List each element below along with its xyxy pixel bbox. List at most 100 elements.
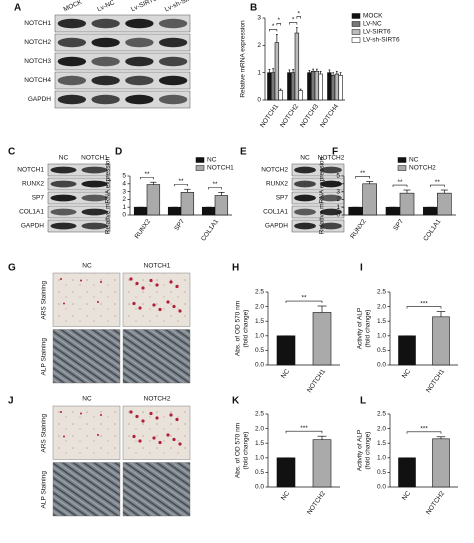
significance-bracket xyxy=(285,300,323,304)
bar xyxy=(348,206,363,216)
legend-swatch xyxy=(195,165,205,171)
bar xyxy=(330,75,336,101)
bar xyxy=(307,72,312,101)
bar xyxy=(310,71,316,101)
y-axis-label: (fold change) xyxy=(365,432,372,470)
row-label: SP7 xyxy=(32,195,45,202)
legend-label: MOCK xyxy=(363,13,383,20)
legend-label: NC xyxy=(207,157,217,164)
panel-letter: I xyxy=(360,263,363,274)
panel-letter: E xyxy=(240,147,247,158)
legend-swatch xyxy=(351,29,361,35)
mineral-nodule xyxy=(169,413,173,417)
blot-band xyxy=(158,37,188,48)
significance-label: ** xyxy=(360,170,366,177)
row-label: NOTCH4 xyxy=(24,77,51,84)
significance-label: ** xyxy=(212,181,218,188)
blot-strip xyxy=(54,52,191,71)
column-label: NOTCH2 xyxy=(144,396,171,403)
y-tick-label: 2 xyxy=(336,196,340,203)
y-tick-label: 1.5 xyxy=(377,440,386,447)
x-tick-label: NC xyxy=(280,368,291,380)
legend-label: NOTCH2 xyxy=(409,165,436,172)
bar xyxy=(214,195,229,216)
mineral-nodule xyxy=(175,417,179,422)
bar xyxy=(276,335,296,366)
y-tick-label: 0.0 xyxy=(377,362,386,369)
y-tick-label: 4 xyxy=(336,181,340,188)
y-tick-label: 2 xyxy=(122,196,126,203)
panel-letter: A xyxy=(14,3,21,14)
mineral-nodule xyxy=(63,302,65,305)
blot-band xyxy=(50,194,77,202)
significance-bracket xyxy=(276,23,281,26)
legend-label: NC xyxy=(409,157,419,164)
mineral-nodule xyxy=(80,279,82,282)
column-label: Lv-NC xyxy=(96,0,116,13)
blot-band xyxy=(91,56,120,67)
x-tick-label: NC xyxy=(280,490,291,502)
column-label: NC xyxy=(300,155,310,162)
y-tick-label: 2.0 xyxy=(255,303,264,310)
significance-bracket xyxy=(392,184,408,188)
mineral-nodule xyxy=(100,281,102,283)
mineral-nodule xyxy=(100,414,102,416)
row-label: SP7 xyxy=(276,195,289,202)
bar xyxy=(276,457,296,488)
y-tick-label: 1.0 xyxy=(255,333,264,340)
blot-band xyxy=(81,222,108,230)
row-label: NOTCH1 xyxy=(17,167,44,174)
mineral-nodule xyxy=(97,434,99,436)
x-tick-label: NOTCH1 xyxy=(306,368,327,394)
blot-band xyxy=(57,56,87,67)
bar xyxy=(432,438,450,488)
micrograph xyxy=(52,272,121,327)
row-label: ALP Staining xyxy=(41,471,48,509)
x-tick-label: NC xyxy=(401,490,412,502)
mineral-nodule xyxy=(169,280,173,284)
blot-band xyxy=(81,208,108,216)
significance-bracket xyxy=(296,16,301,19)
mineral-nodule xyxy=(178,309,182,313)
mineral-nodule xyxy=(60,411,62,413)
significance-bracket xyxy=(174,183,188,187)
y-tick-label: 0.5 xyxy=(377,347,386,354)
x-tick-label: COL1A1 xyxy=(200,218,220,243)
legend-swatch xyxy=(351,21,361,27)
column-label: Lv-sh-SIRT6 xyxy=(164,0,200,13)
row-label: RUNX2 xyxy=(22,181,44,188)
y-tick-label: 2.0 xyxy=(377,425,386,432)
blot-band xyxy=(158,56,188,67)
significance-label: ** xyxy=(178,178,184,185)
y-tick-label: 2.5 xyxy=(377,289,386,296)
significance-bracket xyxy=(269,29,278,32)
bar xyxy=(362,183,377,216)
column-label: NOTCH1 xyxy=(144,263,171,270)
row-label: COL1A1 xyxy=(19,209,44,216)
y-tick-label: 0.5 xyxy=(377,469,386,476)
row-label: RUNX2 xyxy=(266,181,288,188)
blot-band xyxy=(294,194,316,202)
y-tick-label: 0 xyxy=(336,212,340,219)
y-tick-label: 2.5 xyxy=(255,289,264,296)
blot-band xyxy=(320,180,342,188)
row-label: ALP Staining xyxy=(41,338,48,376)
mineral-nodule xyxy=(132,301,136,306)
blot-strip xyxy=(54,90,191,109)
mineral-nodule xyxy=(172,304,176,309)
blot-band xyxy=(91,94,120,105)
significance-bracket xyxy=(285,430,323,434)
mineral-nodule xyxy=(138,439,142,443)
mineral-nodule xyxy=(60,278,62,280)
significance-label: * xyxy=(292,16,295,23)
y-axis-label: (fold change) xyxy=(243,310,250,348)
mineral-nodule xyxy=(132,434,136,439)
significance-bracket xyxy=(406,306,442,309)
significance-bracket xyxy=(430,184,445,188)
mineral-nodule xyxy=(158,440,162,445)
bar xyxy=(327,72,332,101)
mineral-nodule xyxy=(175,284,179,289)
y-tick-label: 3 xyxy=(257,15,261,22)
row-label: COL1A1 xyxy=(263,209,288,216)
bar xyxy=(298,90,303,101)
